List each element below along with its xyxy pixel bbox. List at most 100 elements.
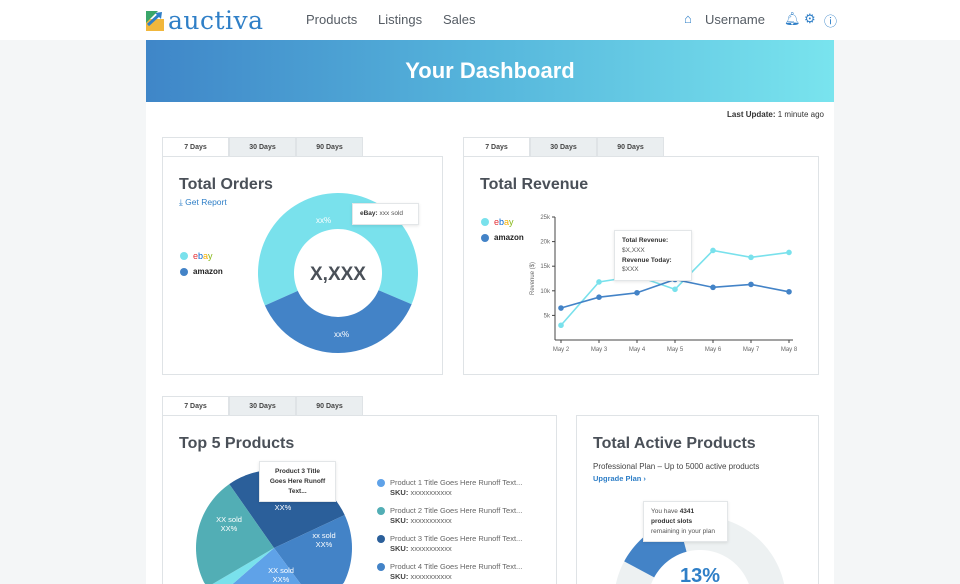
home-icon[interactable]: ⌂	[684, 11, 692, 26]
slice-percent: XX%	[316, 540, 333, 549]
auctiva-logo[interactable]: auctiva	[146, 6, 264, 35]
legend-amazon: amazon	[180, 267, 223, 276]
top-nav-bar: auctiva Products Listings Sales ⌂ Userna…	[0, 0, 960, 40]
slice-label: xx%	[334, 330, 349, 339]
tab-90-days[interactable]: 90 Days	[597, 137, 664, 156]
card-title: Total Orders	[179, 176, 273, 193]
data-point-ebay	[558, 322, 564, 329]
product-sku: SKU: xxxxxxxxxxx	[390, 515, 452, 525]
donut-slice-amazon	[264, 290, 412, 353]
username-link[interactable]: Username	[705, 12, 765, 27]
x-tick-label: May 2	[553, 347, 570, 353]
product-color-dot	[377, 507, 385, 515]
amazon-logo: amazon	[494, 233, 524, 242]
logo-icon	[146, 10, 164, 31]
x-tick-label: May 5	[667, 347, 684, 353]
download-icon: ⤓	[179, 197, 183, 207]
total-orders-card: Total Orders ⤓ Get Report ebay amazon xx…	[162, 156, 443, 375]
nav-products[interactable]: Products	[306, 12, 358, 27]
tab-7-days[interactable]: 7 Days	[463, 137, 530, 156]
orders-donut-chart: xx% xx% X,XXX	[258, 192, 418, 353]
x-tick-label: May 4	[629, 347, 646, 353]
product-color-dot	[377, 479, 385, 487]
tab-90-days[interactable]: 90 Days	[296, 396, 363, 415]
slice-label: xx%	[316, 216, 331, 225]
data-point-ebay	[596, 279, 602, 285]
revenue-tooltip: Total Revenue: $X,XXX Revenue Today: $XXX	[614, 230, 692, 281]
legend-ebay: ebay	[180, 251, 213, 261]
slice-label: XX sold	[268, 566, 294, 575]
top5-tabs: 7 Days 30 Days 90 Days	[162, 396, 363, 415]
tab-30-days[interactable]: 30 Days	[229, 137, 296, 156]
pie-slice-product-2	[274, 515, 352, 584]
data-point-amazon	[596, 294, 602, 300]
product-sku: SKU: xxxxxxxxxxx	[390, 571, 452, 581]
amazon-logo: amazon	[193, 267, 223, 276]
center-value: X,XXX	[310, 264, 366, 285]
slice-percent: XX%	[273, 575, 290, 584]
series-line-amazon	[560, 278, 790, 309]
data-point-amazon	[748, 281, 754, 288]
x-tick-label: May 8	[781, 347, 798, 353]
y-tick-label: 10k	[540, 289, 551, 295]
y-axis-label: Revenue ($)	[530, 262, 536, 295]
product-title: Product 3 Title Goes Here Runoff Text...	[390, 534, 523, 543]
data-point-ebay	[786, 249, 792, 256]
active-products-donut: 13%	[614, 516, 786, 584]
product-list-item[interactable]: Product 4 Title Goes Here Runoff Text...…	[377, 562, 522, 581]
slice-percent: XX%	[275, 503, 292, 512]
active-tooltip: You have 4341 product slots remaining in…	[643, 501, 728, 543]
page-title: Your Dashboard	[146, 40, 834, 102]
product-title: Product 1 Title Goes Here Runoff Text...	[390, 478, 523, 487]
product-title: Product 2 Title Goes Here Runoff Text...	[390, 506, 523, 515]
card-title: Total Revenue	[480, 176, 589, 193]
y-tick-label: 5k	[544, 313, 551, 319]
gear-icon[interactable]: ⚙	[804, 11, 816, 26]
product-title: Product 4 Title Goes Here Runoff Text...	[390, 562, 523, 571]
help-icon[interactable]: ⓘ	[824, 14, 838, 29]
total-active-products-card: Total Active Products Professional Plan …	[576, 415, 819, 584]
bell-icon[interactable]: 🔔︎	[784, 11, 801, 26]
y-tick-label: 25k	[540, 215, 551, 221]
top5-tooltip: Product 3 Title Goes Here Runoff Text...	[259, 461, 336, 503]
last-update: Last Update: 1 minute ago	[727, 110, 824, 119]
amazon-dot	[180, 267, 188, 276]
tab-7-days[interactable]: 7 Days	[162, 396, 229, 415]
revenue-tabs: 7 Days 30 Days 90 Days	[463, 137, 664, 156]
ebay-dot	[180, 252, 188, 260]
nav-sales[interactable]: Sales	[443, 12, 476, 27]
product-sku: SKU: xxxxxxxxxxx	[390, 543, 452, 553]
x-tick-label: May 6	[705, 347, 722, 353]
product-sku: SKU: xxxxxxxxxxx	[390, 487, 452, 497]
tab-7-days[interactable]: 7 Days	[162, 137, 229, 156]
product-color-dot	[377, 535, 385, 543]
product-list-item[interactable]: Product 2 Title Goes Here Runoff Text...…	[377, 506, 522, 525]
legend-amazon: amazon	[481, 233, 524, 242]
data-point-amazon	[786, 288, 792, 295]
tab-30-days[interactable]: 30 Days	[530, 137, 597, 156]
tab-90-days[interactable]: 90 Days	[296, 137, 363, 156]
data-point-amazon	[634, 289, 640, 296]
legend-ebay: ebay	[481, 217, 514, 227]
data-point-ebay	[710, 247, 716, 254]
y-tick-label: 20k	[540, 240, 551, 246]
product-list-item[interactable]: Product 1 Title Goes Here Runoff Text...…	[377, 478, 522, 497]
pie-slice-product-3	[232, 548, 301, 584]
upgrade-plan-link[interactable]: Upgrade Plan ›	[593, 474, 646, 483]
dashboard-content: Your Dashboard Last Update: 1 minute ago…	[146, 40, 834, 584]
pie-slice-product-5	[196, 484, 274, 584]
data-point-amazon	[710, 284, 716, 291]
tab-30-days[interactable]: 30 Days	[229, 396, 296, 415]
x-tick-label: May 3	[591, 347, 608, 353]
get-report-link[interactable]: ⤓ Get Report	[179, 197, 227, 207]
nav-listings[interactable]: Listings	[378, 12, 423, 27]
data-point-amazon	[558, 305, 564, 311]
amazon-dot	[481, 233, 489, 242]
x-tick-label: May 7	[743, 347, 760, 353]
data-point-ebay	[672, 286, 678, 293]
product-list-item[interactable]: Product 3 Title Goes Here Runoff Text...…	[377, 534, 522, 553]
y-tick-label: 15k	[540, 264, 551, 270]
product-color-dot	[377, 563, 385, 571]
plan-text: Professional Plan – Up to 5000 active pr…	[593, 462, 760, 471]
